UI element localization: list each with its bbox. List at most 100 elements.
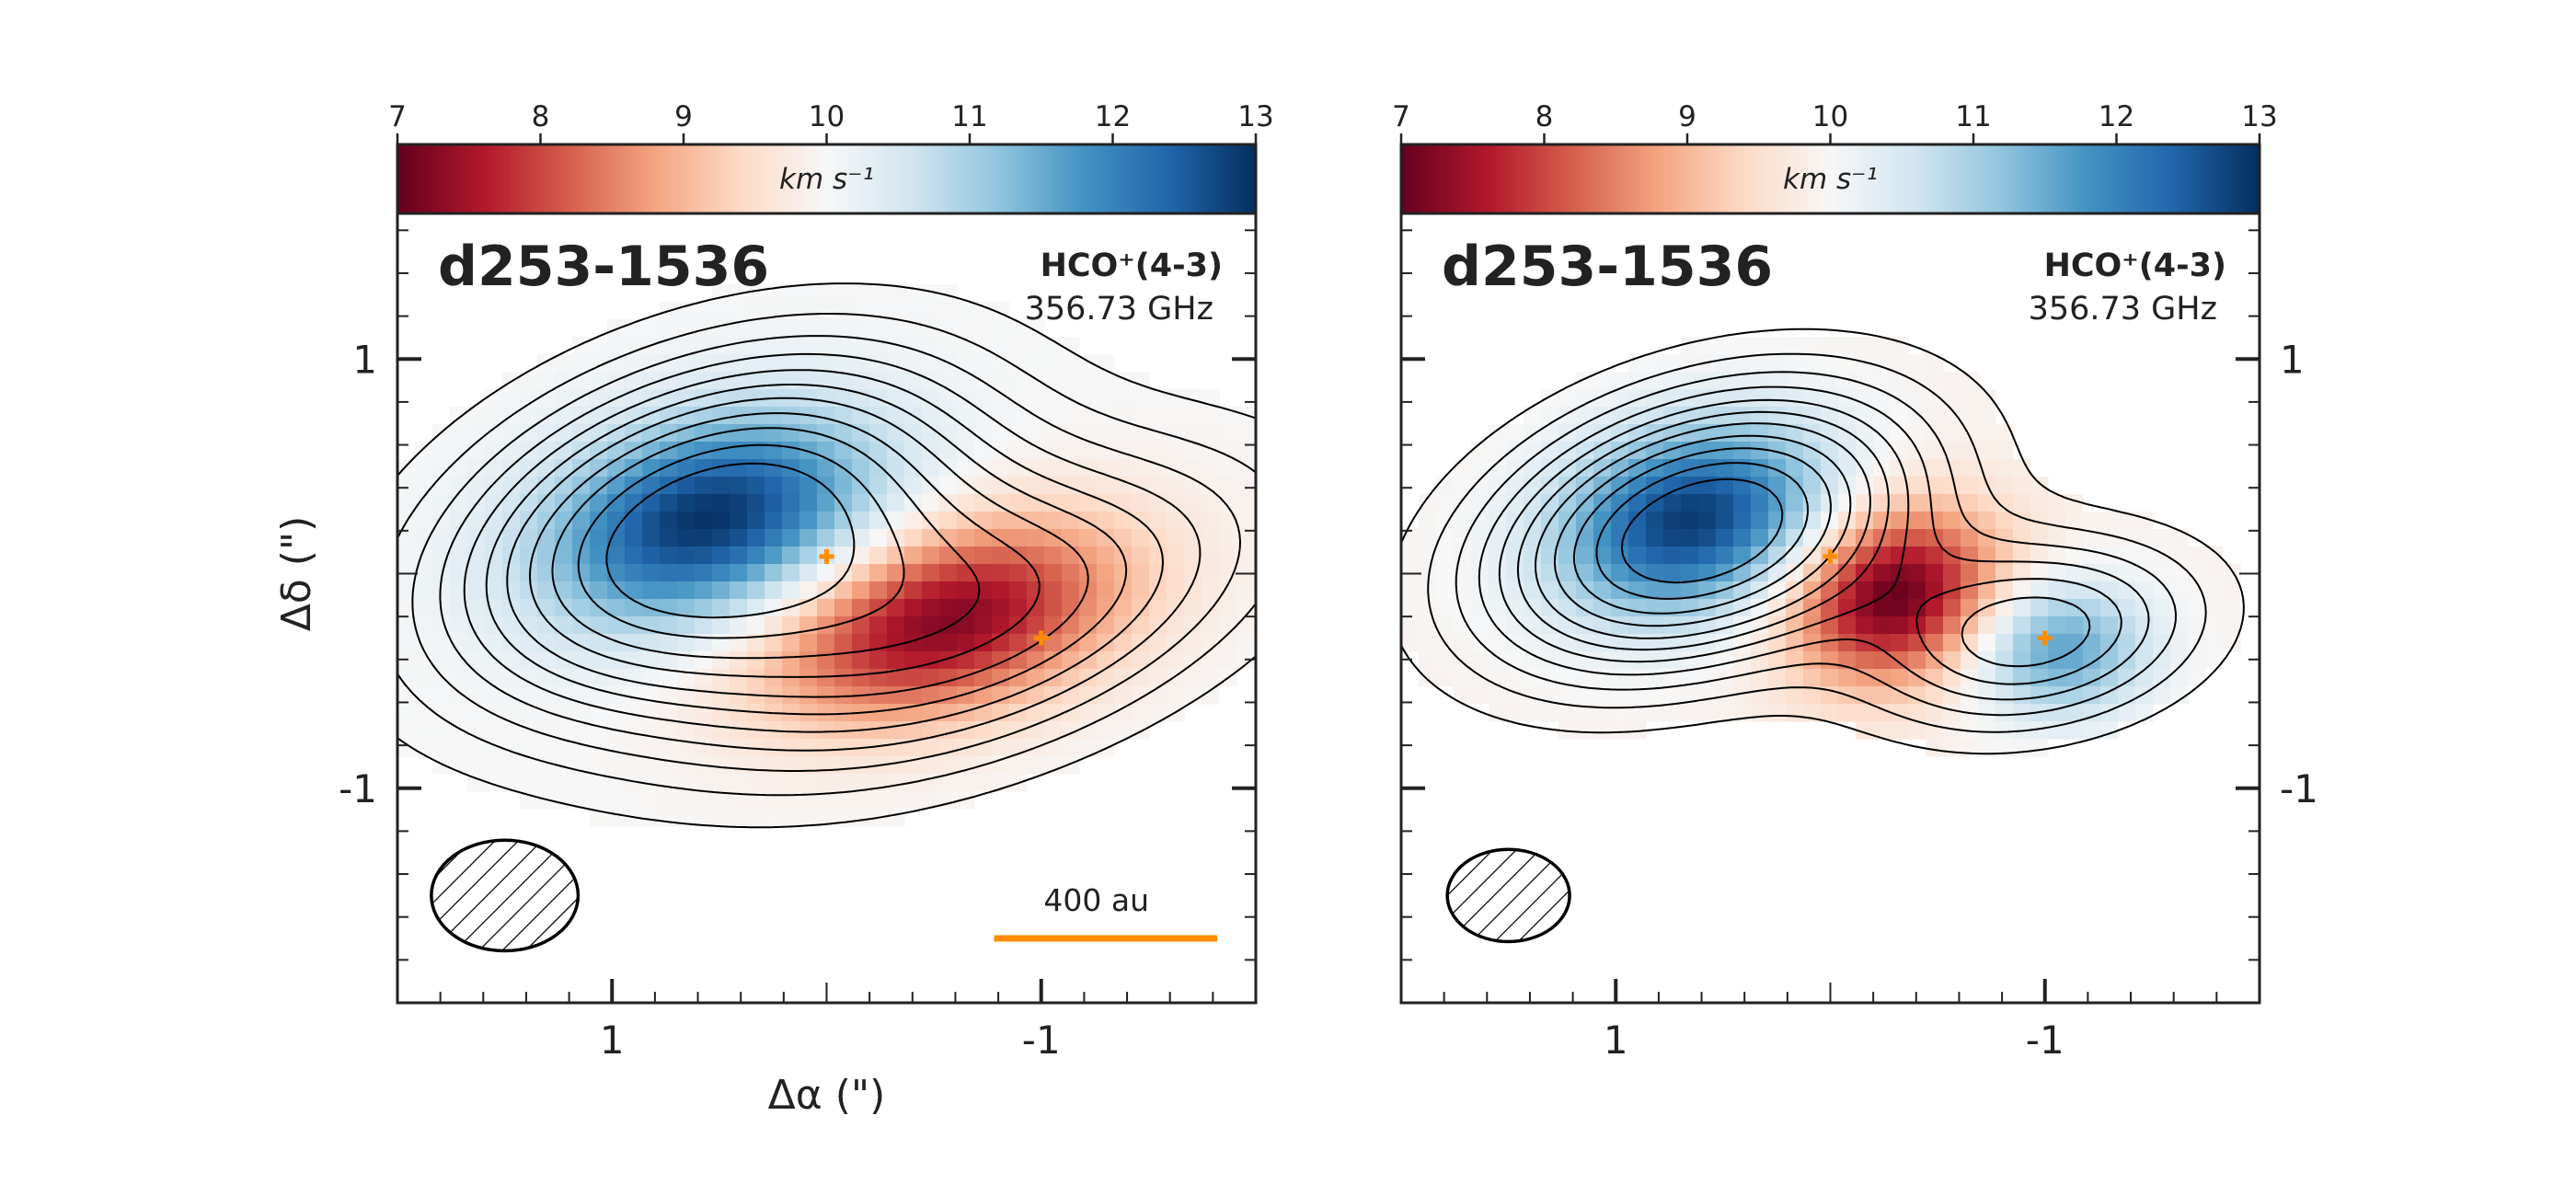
colorbar-swatch [1843,144,1848,213]
velocity-pixel [712,599,730,617]
velocity-pixel [730,459,748,477]
colorbar-swatch [1761,144,1767,213]
velocity-pixel [817,459,835,477]
velocity-pixel [537,616,556,635]
velocity-pixel [1114,721,1133,740]
colorbar-swatch [878,144,883,213]
colorbar-swatch [491,144,498,213]
velocity-pixel [590,477,608,495]
velocity-pixel [2083,529,2101,547]
velocity-pixel [1821,337,1839,355]
velocity-pixel [799,529,818,547]
velocity-pixel [2118,616,2136,635]
colorbar-swatch [2229,144,2235,213]
velocity-pixel [712,809,730,827]
colorbar-swatch [1041,144,1047,213]
velocity-pixel [747,529,765,547]
velocity-pixel [992,319,1010,338]
velocity-pixel [1184,616,1202,635]
velocity-pixel [572,546,591,565]
velocity-pixel [1079,669,1098,687]
colorbar-swatch [1191,144,1197,213]
velocity-pixel [1149,477,1167,495]
velocity-pixel [1628,372,1647,390]
velocity-pixel [537,354,556,373]
velocity-pixel [415,686,433,705]
velocity-pixel [1803,354,1822,373]
velocity-pixel [520,774,538,792]
velocity-pixel [1611,512,1629,530]
velocity-pixel [1132,599,1150,617]
velocity-pixel [1838,669,1857,687]
velocity-pixel [904,686,923,705]
velocity-pixel [1961,477,1979,495]
velocity-pixel [1838,651,1857,670]
velocity-pixel [974,407,993,425]
velocity-pixel [2100,651,2119,670]
velocity-pixel [1961,564,1979,582]
velocity-pixel [397,459,416,477]
colorbar-swatch [1439,144,1445,213]
velocity-pixel [642,564,661,582]
velocity-pixel [1908,564,1926,582]
velocity-pixel [1733,686,1752,705]
colorbar-swatch [2255,144,2260,213]
colorbar-swatch [2023,144,2029,213]
velocity-pixel [537,564,556,582]
colorbar-swatch [2062,144,2067,213]
velocity-pixel [1184,686,1202,705]
velocity-pixel [1995,477,2014,495]
velocity-pixel [1716,442,1734,460]
velocity-pixel [765,599,783,617]
velocity-pixel [1114,651,1133,670]
velocity-pixel [817,494,835,512]
velocity-pixel [1062,354,1080,373]
velocity-pixel [1733,442,1752,460]
colorbar-swatch [590,144,596,213]
velocity-pixel [747,477,765,495]
velocity-pixel [1943,372,1961,390]
velocity-pixel [1628,389,1647,408]
velocity-pixel [1236,616,1255,635]
velocity-pixel [695,791,713,810]
velocity-pixel [747,651,765,670]
velocity-pixel [1009,756,1028,775]
velocity-pixel [1891,651,1909,670]
velocity-pixel [485,477,503,495]
velocity-pixel [607,477,626,495]
velocity-pixel [799,686,818,705]
velocity-pixel [799,774,818,792]
velocity-pixel [1558,599,1577,617]
velocity-pixel [1786,459,1804,477]
velocity-pixel [625,756,643,775]
velocity-pixel [957,704,975,722]
velocity-pixel [485,389,503,408]
colorbar-swatch [950,144,957,213]
velocity-pixel [2083,512,2101,530]
velocity-pixel [1908,704,1926,722]
velocity-pixel [904,599,923,617]
velocity-pixel [834,302,853,320]
velocity-pixel [1436,529,1455,547]
velocity-pixel [974,302,993,320]
velocity-pixel [1978,634,1996,652]
velocity-pixel [2065,564,2084,582]
velocity-pixel [590,337,608,355]
velocity-pixel [922,389,940,408]
velocity-pixel [1062,599,1080,617]
velocity-pixel [2118,634,2136,652]
colorbar-swatch [422,144,429,213]
velocity-pixel [1926,389,1944,408]
velocity-pixel [1856,354,1874,373]
velocity-pixel [1751,407,1769,425]
velocity-pixel [1733,669,1752,687]
colorbar-swatch [2250,144,2257,213]
colorbar-swatch [1019,144,1025,213]
colorbar-swatch [1783,144,1788,213]
velocity-pixel [2135,581,2154,600]
velocity-pixel [1681,616,1699,635]
velocity-pixel [537,581,556,600]
velocity-pixel [1593,686,1612,705]
velocity-pixel [1079,739,1098,757]
velocity-pixel [642,774,661,792]
